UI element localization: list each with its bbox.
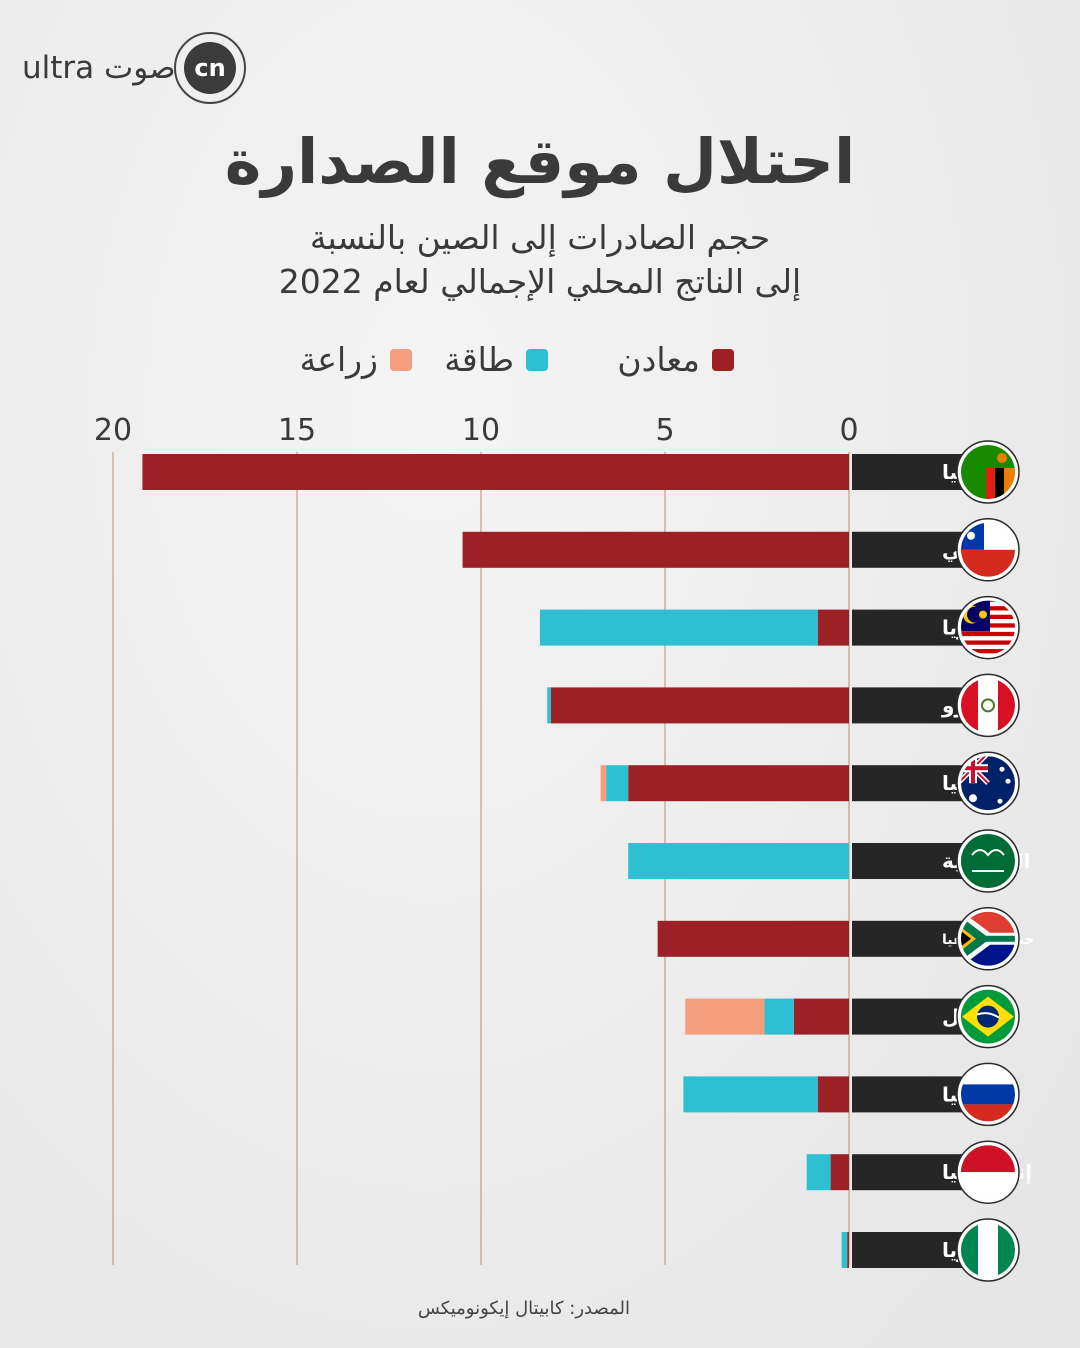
flag-ring <box>957 985 1019 1048</box>
bar-agriculture <box>685 998 765 1035</box>
zambia-flag-icon <box>961 445 1015 499</box>
country-label-bg <box>852 843 962 879</box>
flag-ring <box>957 752 1019 815</box>
flag-outline <box>956 907 1020 971</box>
flag-ring <box>957 596 1019 659</box>
legend-item-agriculture: زراعة <box>300 340 412 379</box>
country-label-bg <box>852 531 962 568</box>
bar-minerals <box>830 1154 849 1191</box>
x-tick-label: 5 <box>655 413 674 448</box>
bar-energy <box>606 765 629 802</box>
legend-swatch-energy <box>526 348 548 371</box>
bar-energy <box>764 998 794 1035</box>
flag-ring <box>957 441 1019 503</box>
brand-logo: ultra صوت cn <box>22 32 250 108</box>
legend-label-energy: طاقة <box>444 340 514 379</box>
flag-ring <box>957 907 1019 970</box>
flag-ring <box>957 830 1019 892</box>
country-label-bg <box>852 1232 962 1268</box>
legend-item-energy: طاقة <box>444 340 548 379</box>
flag-outline <box>956 1062 1020 1127</box>
bar-minerals <box>847 1232 849 1268</box>
bar-minerals <box>142 454 849 490</box>
country-label-bg <box>852 609 962 646</box>
russia-flag-icon <box>961 1067 1015 1122</box>
country-label-bg <box>852 1154 962 1191</box>
legend-label-minerals: معادن <box>617 340 700 379</box>
flag-outline <box>956 595 1020 660</box>
bar-minerals <box>628 765 849 802</box>
flag-outline <box>956 1140 1020 1204</box>
brazil-flag-icon <box>961 989 1015 1044</box>
flag-outline <box>956 673 1020 738</box>
flag-outline <box>956 440 1020 504</box>
chart-legend: معادن طاقة زراعة <box>0 340 1080 384</box>
x-tick-label: 20 <box>94 413 132 448</box>
country-label-bg <box>852 998 962 1035</box>
flag-ring <box>957 1141 1019 1204</box>
country-label-bg <box>852 687 962 724</box>
bar-minerals <box>817 609 849 646</box>
flag-outline <box>956 829 1020 893</box>
flag-ring <box>957 518 1019 581</box>
bar-energy <box>683 1076 818 1113</box>
bar-agriculture <box>600 765 607 802</box>
chart-subtitle-line2: إلى الناتج المحلي الإجمالي لعام 2022 <box>278 262 802 301</box>
flag-ring <box>957 1063 1019 1126</box>
legend-swatch-minerals <box>712 348 734 371</box>
legend-swatch-agriculture <box>390 348 412 371</box>
peru-flag-icon <box>961 678 1015 733</box>
legend-item-minerals: معادن <box>617 340 734 379</box>
chart-title: احتلال موقع الصدارة <box>224 125 856 198</box>
flag-outline <box>956 984 1020 1049</box>
flag-outline <box>956 1218 1020 1282</box>
bar-minerals <box>817 1076 849 1113</box>
bar-energy <box>841 1232 848 1268</box>
flag-ring <box>957 674 1019 737</box>
flag-outline <box>956 751 1020 815</box>
bar-minerals <box>550 687 849 724</box>
bar-energy <box>806 1154 831 1191</box>
source-note: المصدر: كابيتال إيكونوميكس <box>417 1298 630 1319</box>
nigeria-flag-icon <box>961 1223 1015 1277</box>
chart-subtitle-line1: حجم الصادرات إلى الصين بالنسبة <box>309 218 771 257</box>
bar-energy <box>547 687 551 724</box>
bar-energy <box>539 609 818 646</box>
bar-minerals <box>462 531 849 568</box>
country-label-bg <box>852 920 962 957</box>
x-tick-label: 0 <box>839 413 858 448</box>
brand-wordmark: ultra صوت <box>22 50 176 86</box>
x-tick-label: 10 <box>462 413 500 448</box>
x-tick-label: 15 <box>278 413 316 448</box>
country-label-bg <box>852 765 962 802</box>
flag-ring <box>957 1219 1019 1281</box>
country-label-bg <box>852 454 962 490</box>
brand-icon: cn <box>174 32 246 104</box>
legend-label-agriculture: زراعة <box>299 340 378 379</box>
bar-energy <box>628 843 849 879</box>
bar-minerals <box>793 998 849 1035</box>
country-label-bg <box>852 1076 962 1113</box>
saudi-flag-icon <box>961 834 1015 888</box>
flag-outline <box>956 518 1020 582</box>
brand-icon-text: cn <box>184 42 236 94</box>
bar-minerals <box>657 920 849 957</box>
